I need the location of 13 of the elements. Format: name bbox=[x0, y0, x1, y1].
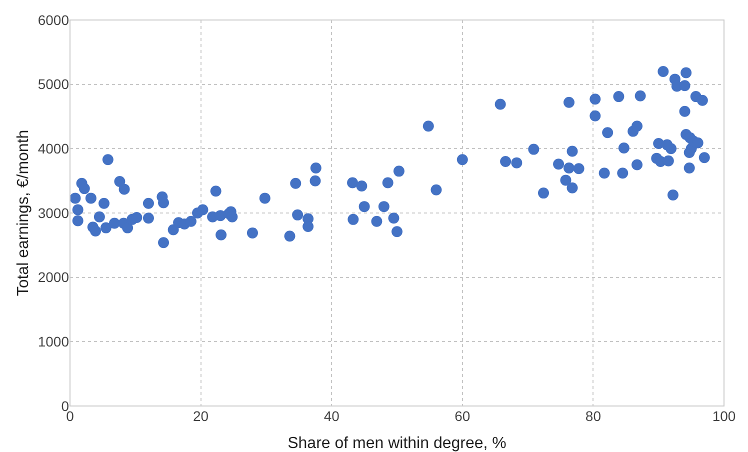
x-axis-title: Share of men within degree, % bbox=[288, 435, 506, 452]
x-tick-label: 20 bbox=[193, 408, 209, 424]
y-tick-label: 5000 bbox=[38, 76, 70, 92]
y-tick-label: 6000 bbox=[38, 12, 70, 28]
y-tick-label: 3000 bbox=[38, 204, 70, 221]
x-tick-label: 40 bbox=[324, 408, 340, 424]
x-tick-label: 100 bbox=[712, 408, 736, 424]
y-axis-title: Total earnings, €/month bbox=[15, 130, 32, 296]
y-tick-label: 1000 bbox=[38, 334, 70, 350]
x-tick-label: 80 bbox=[585, 408, 602, 424]
y-tick-label: 4000 bbox=[38, 140, 70, 157]
x-tick-label: 60 bbox=[454, 408, 470, 424]
y-tick-label: 2000 bbox=[38, 269, 70, 286]
